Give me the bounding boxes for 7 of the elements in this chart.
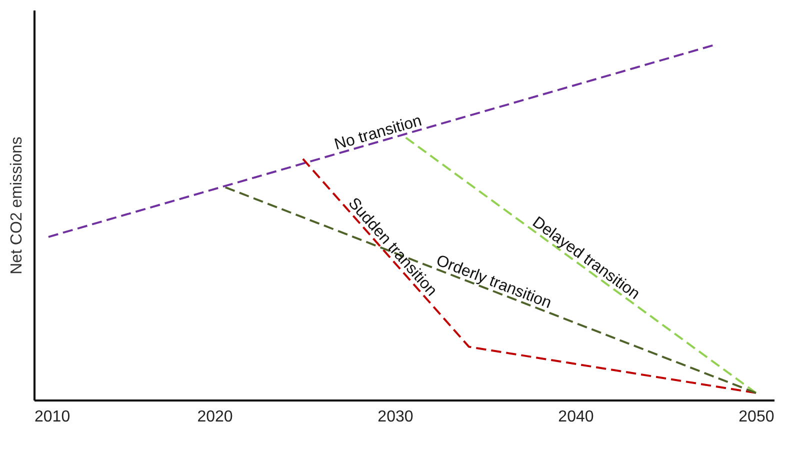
y-axis-title: Net CO2 emissions	[8, 136, 26, 274]
x-tick-label: 2040	[558, 408, 594, 426]
x-tick-label: 2030	[378, 408, 414, 426]
text: No transition	[332, 112, 424, 154]
x-tick-label: 2010	[34, 408, 70, 426]
x-tick-label: 2050	[738, 408, 774, 426]
x-tick-label: 2020	[197, 408, 233, 426]
